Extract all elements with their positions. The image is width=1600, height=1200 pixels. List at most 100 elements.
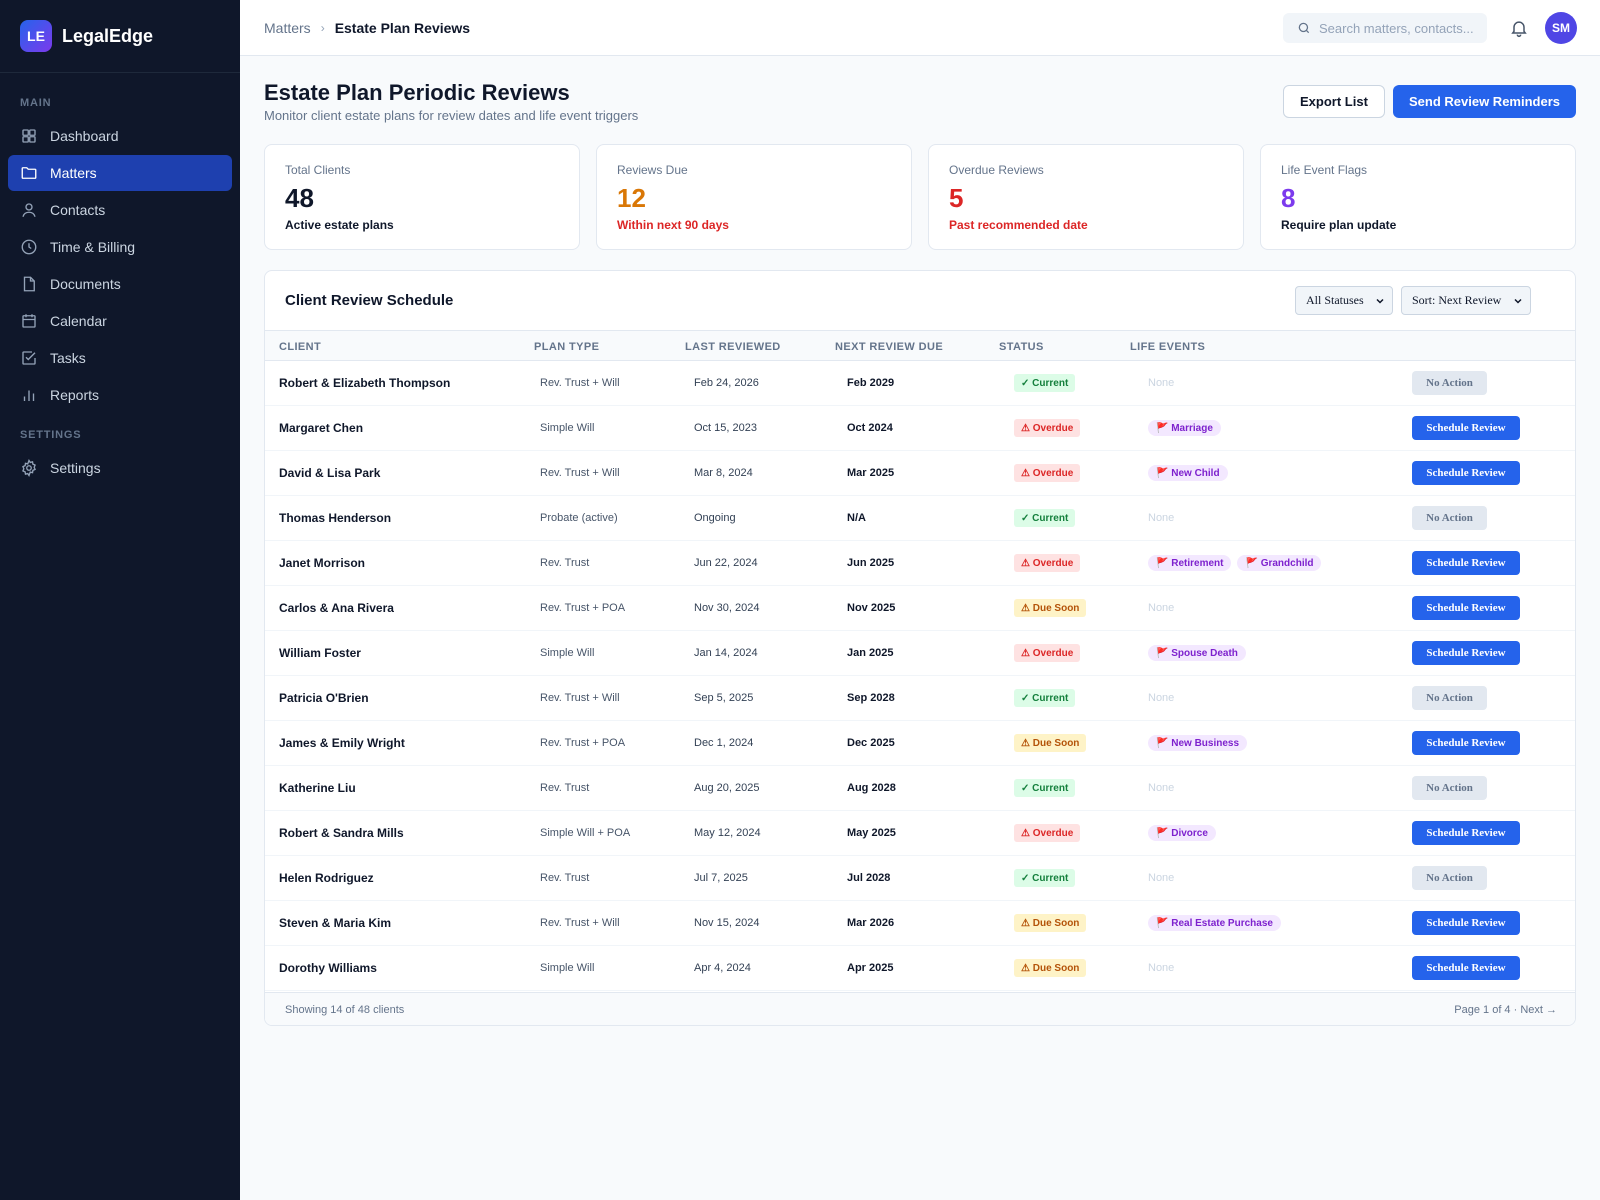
schedule-review-button[interactable]: Schedule Review <box>1412 731 1520 755</box>
last-reviewed: Jun 22, 2024 <box>694 557 758 569</box>
life-events: 🚩 Retirement 🚩 Grandchild <box>1148 554 1322 571</box>
avatar[interactable]: SM <box>1545 12 1577 44</box>
showing-count: Showing 14 of 48 clients <box>285 1004 405 1016</box>
sidebar-item-contacts[interactable]: Contacts <box>8 192 232 228</box>
schedule-review-button[interactable]: Schedule Review <box>1412 416 1520 440</box>
client-name[interactable]: Robert & Sandra Mills <box>279 826 404 840</box>
sidebar-item-label: Settings <box>50 460 101 476</box>
folder-icon <box>21 167 37 179</box>
client-name[interactable]: Robert & Elizabeth Thompson <box>279 376 451 390</box>
life-events: None <box>1148 374 1174 392</box>
status-filter-select[interactable]: All Statuses <box>1295 286 1393 315</box>
status-badge: ⚠ Overdue <box>1014 554 1081 572</box>
stat-note: Require plan update <box>1281 218 1397 232</box>
next-review-due: Mar 2025 <box>847 467 895 479</box>
sidebar-item-label: Contacts <box>50 202 106 218</box>
table-row: Steven & Maria Kim Rev. Trust + Will Nov 1… <box>265 901 1575 946</box>
sidebar-item-reports[interactable]: Reports <box>8 377 232 413</box>
stat-note: Within next 90 days <box>617 218 729 232</box>
sidebar-item-label: Calendar <box>50 313 107 329</box>
table-row: Helen Rodriguez Rev. Trust Jul 7, 2025 Jul … <box>265 856 1575 901</box>
next-review-due: Dec 2025 <box>847 737 895 749</box>
plan-type: Rev. Trust + Will <box>540 467 620 479</box>
schedule-review-button[interactable]: Schedule Review <box>1412 641 1520 665</box>
life-events: 🚩 New Business <box>1148 734 1248 751</box>
last-reviewed: Nov 30, 2024 <box>694 602 760 614</box>
schedule-review-button[interactable]: Schedule Review <box>1412 911 1520 935</box>
client-name[interactable]: David & Lisa Park <box>279 466 381 480</box>
no-action-button[interactable]: No Action <box>1412 371 1487 395</box>
schedule-review-button[interactable]: Schedule Review <box>1412 596 1520 620</box>
client-name[interactable]: Patricia O'Brien <box>279 691 369 705</box>
table-row: Robert & Elizabeth Thompson Rev. Trust + … <box>265 361 1575 406</box>
table-header: CLIENT PLAN TYPE LAST REVIEWED NEXT REVI… <box>265 330 1575 361</box>
calendar-icon <box>22 314 36 328</box>
no-action-button[interactable]: No Action <box>1412 866 1487 890</box>
client-name[interactable]: Steven & Maria Kim <box>279 916 392 930</box>
last-reviewed: Apr 4, 2024 <box>694 962 751 974</box>
table-row: James & Emily Wright Rev. Trust + POA Dec … <box>265 721 1575 766</box>
status-badge: ⚠ Overdue <box>1014 419 1081 437</box>
sidebar-item-time-billing[interactable]: Time & Billing <box>8 229 232 265</box>
sidebar-item-matters[interactable]: Matters <box>8 155 232 191</box>
no-action-button[interactable]: No Action <box>1412 686 1487 710</box>
sort-select[interactable]: Sort: Next Review <box>1401 286 1531 315</box>
life-event-none: None <box>1148 962 1175 974</box>
plan-type: Simple Will + POA <box>540 827 631 839</box>
pagination-next-link[interactable]: Page 1 of 4 · Next → <box>1454 1004 1557 1016</box>
send-reminders-button[interactable]: Send Review Reminders <box>1393 85 1576 118</box>
bell-icon[interactable] <box>1509 18 1529 38</box>
table-row: Dorothy Williams Simple Will Apr 4, 2024 Ap… <box>265 946 1575 991</box>
life-event-tag: 🚩 Divorce <box>1148 825 1216 841</box>
life-events: 🚩 Real Estate Purchase <box>1148 914 1281 931</box>
no-action-button[interactable]: No Action <box>1412 506 1487 530</box>
sidebar-item-label: Dashboard <box>50 128 119 144</box>
sidebar-item-calendar[interactable]: Calendar <box>8 303 232 339</box>
status-badge: ⚠ Due Soon <box>1014 734 1087 752</box>
table-row: Thomas Henderson Probate (active) Ongoing N… <box>265 496 1575 541</box>
next-review-due: Oct 2024 <box>847 422 893 434</box>
client-name[interactable]: Helen Rodriguez <box>279 871 374 885</box>
brand-name: LegalEdge <box>62 25 154 46</box>
client-name[interactable]: Carlos & Ana Rivera <box>279 601 394 615</box>
breadcrumb-matters-link[interactable]: Matters <box>264 19 311 36</box>
life-events: 🚩 Marriage <box>1148 419 1221 436</box>
schedule-review-button[interactable]: Schedule Review <box>1412 821 1520 845</box>
status-badge: ⚠ Due Soon <box>1014 914 1087 932</box>
client-name[interactable]: Thomas Henderson <box>279 511 392 525</box>
search-input[interactable] <box>1319 20 1479 36</box>
no-action-button[interactable]: No Action <box>1412 776 1487 800</box>
schedule-review-button[interactable]: Schedule Review <box>1412 461 1520 485</box>
sidebar-item-dashboard[interactable]: Dashboard <box>8 118 232 154</box>
life-events: None <box>1148 599 1174 617</box>
status-badge: ✓ Current <box>1014 509 1076 527</box>
export-list-button[interactable]: Export List <box>1283 85 1385 118</box>
client-name[interactable]: Dorothy Williams <box>279 961 377 975</box>
client-name[interactable]: James & Emily Wright <box>279 736 405 750</box>
next-review-due: Mar 2026 <box>847 917 895 929</box>
status-badge: ⚠ Due Soon <box>1014 959 1087 977</box>
stat-note: Past recommended date <box>949 218 1088 232</box>
sidebar-item-settings[interactable]: Settings <box>8 450 232 486</box>
sidebar-item-tasks[interactable]: Tasks <box>8 340 232 376</box>
life-event-tag: 🚩 Retirement <box>1148 555 1232 571</box>
client-name[interactable]: Janet Morrison <box>279 556 366 570</box>
schedule-review-button[interactable]: Schedule Review <box>1412 551 1520 575</box>
grid-icon <box>22 129 36 143</box>
document-icon <box>23 276 35 292</box>
search-box[interactable] <box>1283 13 1487 43</box>
sidebar-item-documents[interactable]: Documents <box>8 266 232 302</box>
sidebar-item-label: Matters <box>50 165 97 181</box>
client-name[interactable]: Katherine Liu <box>279 781 356 795</box>
stat-card-total-clients: Total Clients 48 Active estate plans <box>264 144 580 250</box>
life-event-tag: 🚩 Marriage <box>1148 420 1221 436</box>
client-name[interactable]: William Foster <box>279 646 361 660</box>
stat-value: 5 <box>949 183 964 213</box>
table-body: Robert & Elizabeth Thompson Rev. Trust + … <box>265 361 1575 991</box>
stat-card-overdue-reviews: Overdue Reviews 5 Past recommended date <box>928 144 1244 250</box>
next-review-due: Aug 2028 <box>847 782 896 794</box>
schedule-review-button[interactable]: Schedule Review <box>1412 956 1520 980</box>
life-event-none: None <box>1148 602 1175 614</box>
client-name[interactable]: Margaret Chen <box>279 421 364 435</box>
plan-type: Simple Will <box>540 422 595 434</box>
